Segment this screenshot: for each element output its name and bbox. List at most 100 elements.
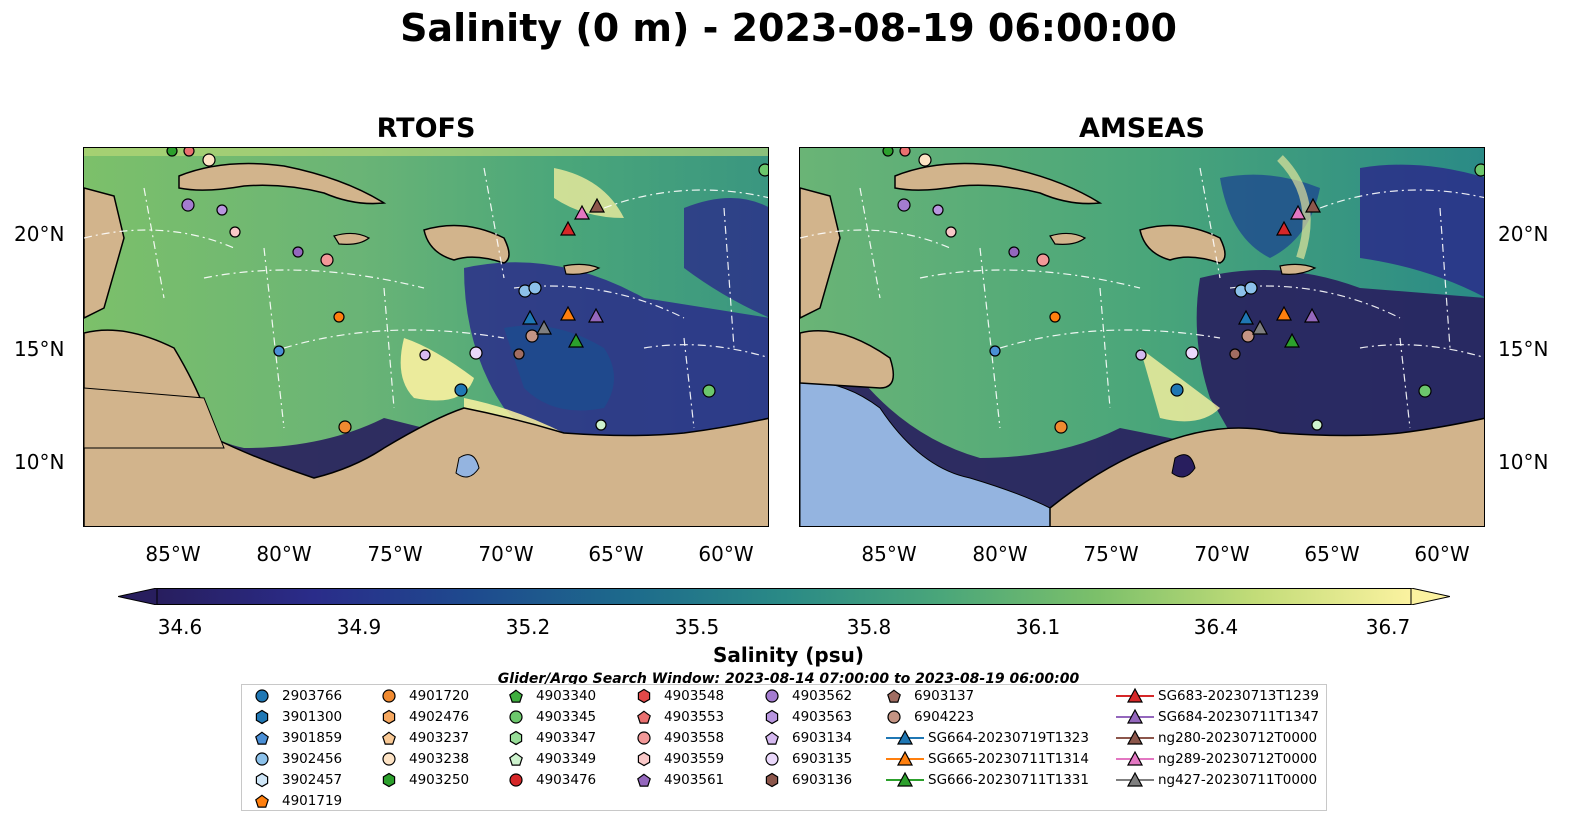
legend-marker-icon: [1116, 729, 1154, 745]
legend-marker-icon: [1116, 708, 1154, 724]
marker-3901859: [273, 345, 285, 357]
figure-title: Salinity (0 m) - 2023-08-19 06:00:00: [400, 6, 1177, 50]
marker-ng289: [1289, 204, 1307, 220]
marker-6903134: [419, 349, 431, 361]
platform-markers-rtofs: [166, 148, 768, 434]
legend-marker-icon: [886, 750, 924, 766]
marker-4903562: [181, 198, 195, 212]
legend-item-label: 4903237: [409, 730, 470, 746]
marker-4903345-b: [758, 163, 768, 177]
marker-SG666: [1283, 332, 1301, 348]
marker-6903134: [1135, 349, 1147, 361]
marker-4903562: [897, 198, 911, 212]
legend-item-label: 3901859: [282, 730, 343, 746]
legend-marker-icon: [509, 730, 523, 746]
legend-item-label: 4903559: [664, 751, 725, 767]
legend-marker-icon: [765, 772, 779, 788]
marker-ng280: [588, 197, 606, 213]
legend-item-label: 4903563: [792, 709, 853, 725]
legend-item-label: SG664-20230719T1323: [928, 730, 1089, 746]
marker-3902456-b: [1244, 281, 1258, 295]
lat-label-20n-left: 20°N: [14, 222, 65, 246]
marker-SG664: [1237, 309, 1255, 325]
marker-4903558: [1036, 253, 1050, 267]
colorbar-tick-36-1: 36.1: [1015, 615, 1061, 639]
marker-4903238: [918, 153, 932, 167]
legend-item-label: 6903134: [792, 730, 853, 746]
colorbar: [118, 588, 1450, 605]
legend-item-label: 6903137: [914, 688, 975, 704]
legend-marker-icon: [509, 710, 523, 724]
legend-marker-icon: [255, 709, 269, 725]
legend-item-label: SG683-20230713T1239: [1158, 688, 1319, 704]
legend-item-label: SG666-20230711T1331: [928, 772, 1089, 788]
legend-item-label: 4903553: [664, 709, 725, 725]
legend-marker-icon: [765, 731, 779, 745]
legend-marker-icon: [1116, 687, 1154, 703]
legend-marker-icon: [382, 709, 396, 725]
map-rtofs-svg: [84, 148, 768, 526]
legend-item-label: 4903562: [792, 688, 853, 704]
legend-item-label: 6903135: [792, 751, 853, 767]
legend-item-label: SG665-20230711T1314: [928, 751, 1089, 767]
marker-6903135: [469, 346, 483, 360]
legend-item-label: 4903349: [536, 751, 597, 767]
legend-marker-icon: [1116, 750, 1154, 766]
legend-item-label: 4903250: [409, 772, 470, 788]
legend-item-label: 3902457: [282, 772, 343, 788]
marker-4903561: [292, 246, 304, 258]
legend-marker-icon: [887, 689, 901, 703]
legend-marker-icon: [255, 794, 269, 808]
marker-ng427: [1251, 319, 1269, 335]
marker-6904223: [525, 329, 539, 343]
colorbar-tick-35-5: 35.5: [674, 615, 720, 639]
lat-label-15n-left: 15°N: [14, 337, 65, 361]
lon-label-65w-right: 65°W: [1304, 542, 1360, 566]
legend-marker-icon: [887, 710, 901, 724]
legend-marker-icon: [255, 772, 269, 788]
map-panel-amseas[interactable]: [799, 147, 1485, 527]
legend-item-label: 2903766: [282, 688, 343, 704]
marker-4903250: [882, 148, 894, 157]
marker-4903345: [1418, 384, 1432, 398]
marker-4903559: [229, 226, 241, 238]
marker-SG684: [1303, 307, 1321, 323]
legend-item-label: 4903238: [409, 751, 470, 767]
marker-4903558: [320, 253, 334, 267]
marker-6903137: [513, 348, 525, 360]
lon-label-75w-right: 75°W: [1083, 542, 1139, 566]
legend-marker-icon: [382, 689, 396, 703]
legend-item-label: 6903136: [792, 772, 853, 788]
marker-4903563: [932, 204, 944, 216]
legend-marker-icon: [509, 773, 523, 787]
search-window-text: Glider/Argo Search Window: 2023-08-14 07…: [497, 671, 1080, 687]
marker-4903559: [945, 226, 957, 238]
panel-title-rtofs: RTOFS: [376, 113, 476, 144]
colorbar-tick-36-7: 36.7: [1365, 615, 1411, 639]
marker-ng289: [573, 204, 591, 220]
legend-marker-icon: [765, 709, 779, 725]
lon-label-70w-left: 70°W: [478, 542, 534, 566]
map-panel-rtofs[interactable]: [83, 147, 769, 527]
marker-3902456-b: [528, 281, 542, 295]
legend-item-label: 3901300: [282, 709, 343, 725]
lon-label-60w-left: 60°W: [698, 542, 754, 566]
lat-label-15n-right: 15°N: [1498, 337, 1549, 361]
legend-item-label: 4903340: [536, 688, 597, 704]
legend-item-label: 4903347: [536, 730, 597, 746]
marker-6904223: [1241, 329, 1255, 343]
marker-4903349: [595, 419, 607, 431]
marker-4903238: [202, 153, 216, 167]
legend-marker-icon: [509, 752, 523, 766]
legend-marker-icon: [886, 729, 924, 745]
marker-SG664: [521, 309, 539, 325]
marker-4903345: [702, 384, 716, 398]
legend-item-label: 4903345: [536, 709, 597, 725]
marker-4903561: [1008, 246, 1020, 258]
marker-2903766: [1170, 383, 1184, 397]
marker-SG683: [559, 220, 577, 236]
marker-6903137: [1229, 348, 1241, 360]
legend-item-label: SG684-20230711T1347: [1158, 709, 1319, 725]
lon-label-65w-left: 65°W: [588, 542, 644, 566]
legend-marker-icon: [637, 751, 651, 767]
